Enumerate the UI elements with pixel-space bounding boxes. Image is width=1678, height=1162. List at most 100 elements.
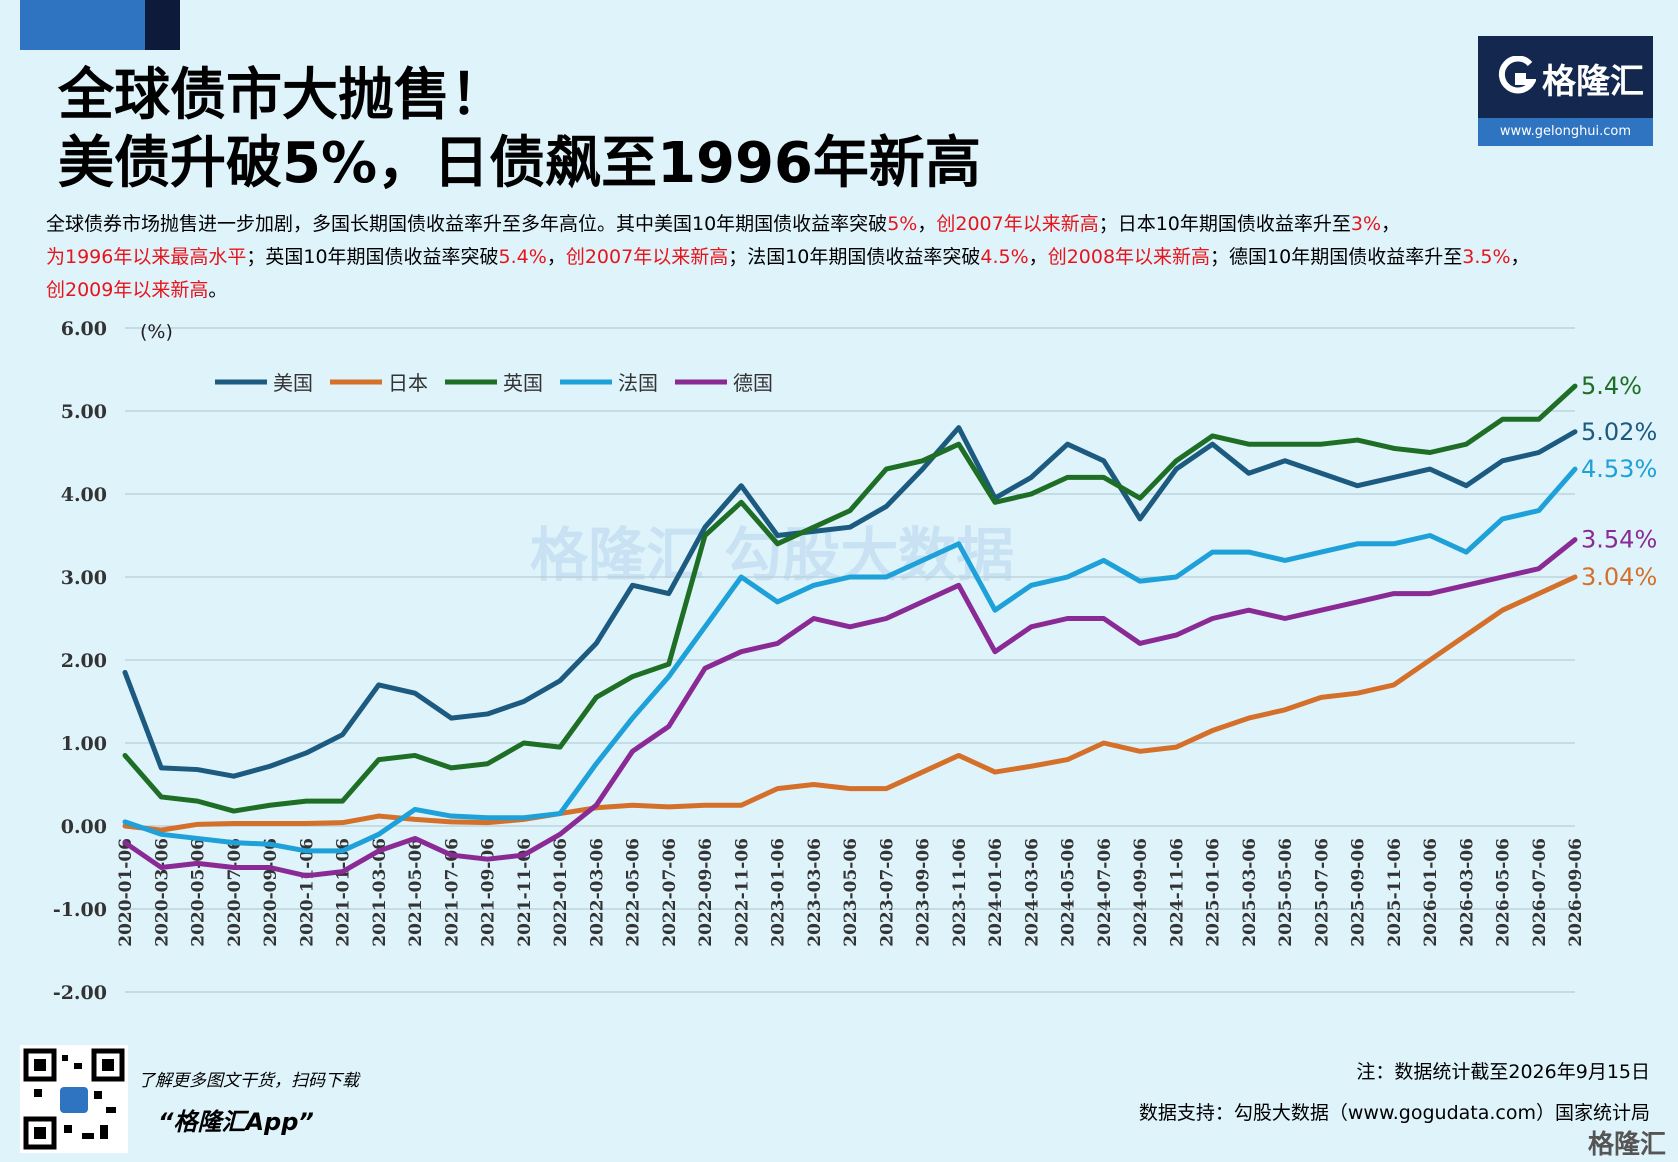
- desc-text: 。: [208, 279, 228, 301]
- x-tick-label: 2021-09-06: [479, 838, 499, 947]
- x-tick-label: 2024-07-06: [1095, 838, 1115, 947]
- x-tick-label: 2023-01-06: [769, 838, 789, 947]
- x-tick-label: 2024-03-06: [1022, 838, 1042, 947]
- y-tick-label: 0.00: [61, 816, 107, 838]
- series-line: [122, 574, 1578, 833]
- desc-text: ，: [1028, 246, 1048, 268]
- desc-highlight: 创2009年以来新高: [46, 279, 209, 301]
- series-line: [122, 383, 1578, 814]
- desc-text: ；法国10年期国债收益率突破: [728, 246, 981, 268]
- x-tick-label: 2022-11-06: [732, 838, 752, 947]
- brand-name: 格隆汇: [1542, 62, 1644, 102]
- x-tick-label: 2025-03-06: [1240, 838, 1260, 947]
- x-tick-label: 2020-09-06: [261, 838, 281, 947]
- page-title: 全球债市大抛售！ 美债升破5%，日债飙至1996年新高: [58, 62, 981, 198]
- desc-text: ；德国10年期国债收益率升至: [1210, 246, 1463, 268]
- y-tick-label: 6.00: [61, 318, 107, 340]
- desc-text: ，: [546, 246, 566, 268]
- desc-text: ；英国10年期国债收益率突破: [246, 246, 499, 268]
- top-accent-bar-navy: [145, 0, 180, 50]
- x-tick-label: 2025-01-06: [1204, 838, 1224, 947]
- x-tick-label: 2020-03-06: [152, 838, 172, 947]
- series-line: [122, 425, 1578, 779]
- series-line: [122, 466, 1578, 854]
- desc-highlight: 创2007年以来新高: [565, 246, 729, 268]
- x-tick-label: 2025-09-06: [1349, 838, 1369, 947]
- desc-highlight: 5%: [887, 213, 918, 235]
- x-tick-label: 2024-09-06: [1131, 838, 1151, 947]
- end-value-label: 3.54%: [1581, 526, 1657, 554]
- x-tick-label: 2023-03-06: [805, 838, 825, 947]
- y-tick-label: 5.00: [61, 401, 107, 423]
- title-line-1: 全球债市大抛售！: [58, 63, 506, 128]
- end-value-label: 5.02%: [1581, 418, 1657, 446]
- end-value-label: 5.4%: [1581, 372, 1642, 400]
- desc-text: 全球债券市场抛售进一步加剧，多国长期国债收益率升至多年高位。其中美国10年期国债…: [46, 213, 888, 235]
- desc-highlight: 3.5%: [1462, 246, 1511, 268]
- x-tick-label: 2024-05-06: [1059, 838, 1079, 947]
- y-tick-label: 4.00: [61, 484, 107, 506]
- x-tick-label: 2025-11-06: [1385, 838, 1405, 947]
- x-tick-label: 2023-11-06: [950, 838, 970, 947]
- x-tick-label: 2023-07-06: [877, 838, 897, 947]
- y-tick-label: 1.00: [61, 733, 107, 755]
- gelonghui-logo-icon: [1498, 56, 1536, 94]
- x-tick-label: 2022-01-06: [551, 838, 571, 947]
- x-tick-label: 2021-11-06: [515, 838, 535, 947]
- x-tick-label: 2026-07-06: [1530, 838, 1550, 947]
- x-tick-label: 2020-11-06: [297, 838, 317, 947]
- x-tick-label: 2020-07-06: [225, 838, 245, 947]
- x-tick-label: 2023-05-06: [841, 838, 861, 947]
- qr-code[interactable]: [20, 1045, 128, 1153]
- desc-highlight: 创2008年以来新高: [1047, 246, 1211, 268]
- x-tick-label: 2021-07-06: [442, 838, 462, 947]
- x-tick-label: 2023-09-06: [914, 838, 934, 947]
- top-accent-bar-blue: [20, 0, 145, 50]
- x-tick-label: 2026-03-06: [1457, 838, 1477, 947]
- legend-item: 法国: [618, 371, 658, 395]
- x-tick-label: 2025-07-06: [1312, 838, 1332, 947]
- legend-item: 英国: [503, 371, 543, 395]
- desc-text: ，: [1381, 213, 1401, 235]
- desc-text: ，: [1510, 246, 1530, 268]
- x-tick-label: 2022-05-06: [624, 838, 644, 947]
- qr-note: 了解更多图文干货，扫码下载: [138, 1071, 359, 1091]
- x-tick-label: 2021-03-06: [370, 838, 390, 947]
- x-tick-label: 2026-01-06: [1421, 838, 1441, 947]
- desc-highlight: 创2007年以来新高: [936, 213, 1099, 235]
- x-tick-label: 2025-05-06: [1276, 838, 1296, 947]
- title-line-2: 美债升破5%，日债飙至1996年新高: [58, 131, 981, 196]
- y-tick-label: -2.00: [53, 982, 107, 1004]
- x-tick-label: 2020-01-06: [116, 838, 136, 947]
- x-tick-label: 2024-11-06: [1167, 838, 1187, 947]
- y-axis-label: (%): [140, 321, 173, 343]
- end-value-label: 4.53%: [1581, 455, 1657, 483]
- x-tick-label: 2022-09-06: [696, 838, 716, 947]
- x-tick-label: 2022-07-06: [660, 838, 680, 947]
- desc-highlight: 3%: [1350, 213, 1382, 235]
- x-tick-label: 2024-01-06: [986, 838, 1006, 947]
- qr-code-icon: [23, 1048, 125, 1150]
- yield-line-chart: 6.00 5.00 4.00 3.00 2.00 1.00 0.00 -1.00 -2.00 (%…: [53, 318, 1657, 1004]
- brand-url: www.gelonghui.com: [1478, 118, 1653, 146]
- x-tick-label: 2021-05-06: [406, 838, 426, 947]
- x-tick-label: 2026-09-06: [1566, 838, 1586, 947]
- x-tick-label: 2021-01-06: [334, 838, 354, 947]
- desc-text: ，: [917, 213, 937, 235]
- desc-highlight: 5.4%: [498, 246, 547, 268]
- y-tick-label: 3.00: [61, 567, 107, 589]
- corner-brand: 格隆汇: [1587, 1130, 1666, 1160]
- legend-item: 德国: [733, 371, 773, 395]
- description: 全球债券市场抛售进一步加剧，多国长期国债收益率升至多年高位。其中美国10年期国债…: [46, 208, 1636, 307]
- data-source: 数据支持：勾股大数据（www.gogudata.com）国家统计局: [1138, 1102, 1650, 1124]
- y-tick-label: -1.00: [53, 899, 107, 921]
- end-value-label: 3.04%: [1581, 563, 1657, 591]
- y-tick-label: 2.00: [61, 650, 107, 672]
- legend-item: 日本: [388, 371, 428, 395]
- series-line: [122, 537, 1578, 879]
- legend-item: 美国: [273, 371, 313, 395]
- x-tick-label: 2020-05-06: [189, 838, 209, 947]
- x-tick-label: 2022-03-06: [587, 838, 607, 947]
- x-tick-label: 2026-05-06: [1494, 838, 1514, 947]
- data-note: 注：数据统计截至2026年9月15日: [1356, 1061, 1650, 1083]
